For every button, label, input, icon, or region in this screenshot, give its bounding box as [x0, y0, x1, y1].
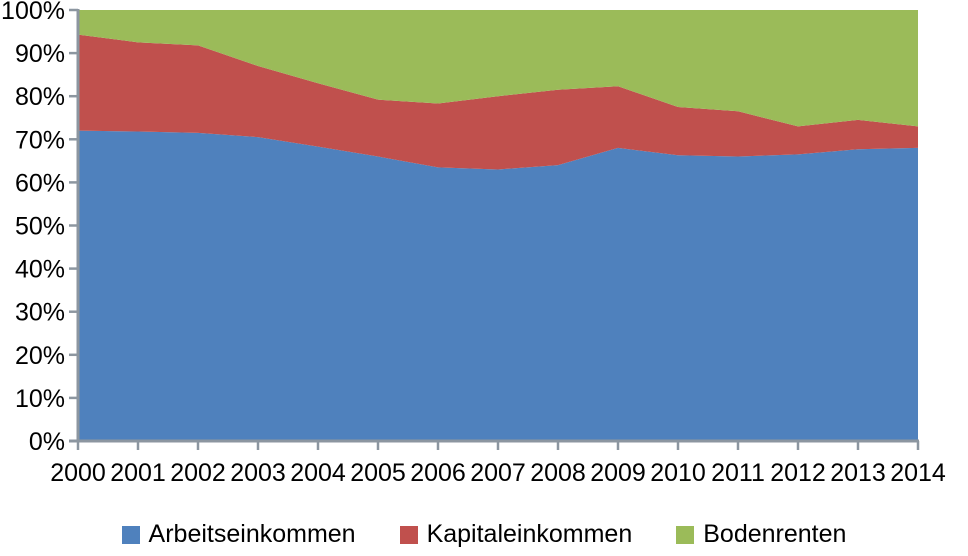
y-axis-label: 30%	[15, 299, 65, 327]
y-axis-label: 50%	[15, 213, 65, 241]
x-axis-label: 2000	[50, 459, 106, 487]
y-axis-label: 0%	[29, 428, 65, 456]
y-axis-label: 10%	[15, 385, 65, 413]
legend: Arbeitseinkommen Kapitaleinkommen Bodenren…	[0, 520, 968, 549]
x-axis-label: 2006	[410, 459, 466, 487]
area-arbeitseinkommen	[78, 130, 918, 441]
x-axis-label: 2003	[230, 459, 286, 487]
x-axis-label: 2001	[110, 459, 166, 487]
x-axis-label: 2002	[170, 459, 226, 487]
legend-label: Bodenrenten	[703, 520, 847, 548]
legend-item-bodenrenten: Bodenrenten	[676, 520, 847, 549]
x-axis-label: 2007	[470, 459, 526, 487]
y-axis-label: 20%	[15, 342, 65, 370]
legend-swatch-icon	[121, 525, 140, 544]
x-axis-label: 2013	[830, 459, 886, 487]
legend-item-kapitaleinkommen: Kapitaleinkommen	[399, 520, 633, 549]
legend-item-arbeitseinkommen: Arbeitseinkommen	[121, 520, 356, 549]
x-axis-label: 2005	[350, 459, 406, 487]
x-axis-label: 2010	[650, 459, 706, 487]
legend-label: Arbeitseinkommen	[148, 520, 356, 548]
y-axis-label: 70%	[15, 126, 65, 154]
y-axis-label: 90%	[15, 40, 65, 68]
legend-swatch-icon	[676, 525, 695, 544]
y-axis-label: 40%	[15, 256, 65, 284]
x-axis-label: 2004	[290, 459, 346, 487]
y-axis-label: 60%	[15, 169, 65, 197]
y-axis-label: 100%	[1, 0, 65, 25]
area-kapitaleinkommen	[78, 34, 918, 170]
legend-swatch-icon	[399, 525, 418, 544]
legend-label: Kapitaleinkommen	[426, 520, 633, 548]
x-axis-label: 2008	[530, 459, 586, 487]
x-axis-label: 2009	[590, 459, 646, 487]
x-axis-label: 2012	[770, 459, 826, 487]
y-axis-label: 80%	[15, 83, 65, 111]
x-axis-label: 2014	[890, 459, 946, 487]
area-bodenrenten	[78, 10, 918, 127]
x-axis-label: 2011	[711, 459, 765, 487]
